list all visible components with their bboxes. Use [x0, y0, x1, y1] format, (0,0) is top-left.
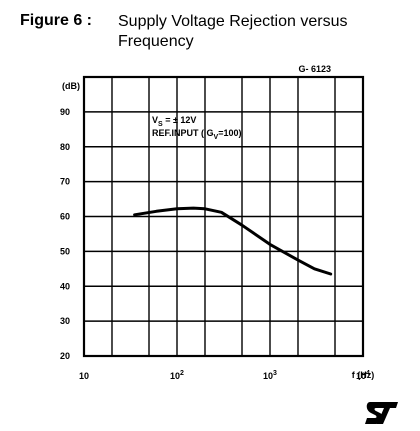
y-tick-label: 70 [60, 177, 70, 187]
anno-gv-value: =100) [218, 128, 241, 138]
x-axis-unit-label: f (Hz) [352, 370, 375, 380]
y-tick-label: 80 [60, 142, 70, 152]
y-tick-label: 30 [60, 316, 70, 326]
x-tick-base: 10 [79, 371, 89, 381]
anno-ref: REF.INPUT ( G [152, 128, 214, 138]
chart-grid [84, 77, 363, 356]
x-tick-exponent: 3 [273, 370, 277, 377]
plot-frame [82, 75, 365, 358]
x-tick-label: 10 [79, 371, 89, 381]
x-tick-base: 10 [263, 371, 273, 381]
figure-title: Supply Voltage Rejection versus Frequenc… [118, 13, 348, 50]
x-tick-base: 10 [356, 371, 366, 381]
x-tick-exponent: 2 [180, 370, 184, 377]
anno-vs: V [152, 115, 158, 125]
x-tick-base: 10 [170, 371, 180, 381]
svr-curve [133, 206, 333, 276]
y-tick-label: 40 [60, 281, 70, 291]
anno-gv-sub: V [214, 134, 219, 141]
y-tick-label: 20 [60, 351, 70, 361]
anno-vs-value: = ± 12V [163, 115, 197, 125]
svg-text:VS = ± 12V: VS = ± 12V [152, 115, 196, 128]
y-tick-label: 90 [60, 107, 70, 117]
y-tick-label: 60 [60, 212, 70, 222]
figure-code: G- 6123 [298, 64, 331, 74]
svg-text:REF.INPUT ( GV=100): REF.INPUT ( GV=100) [152, 128, 241, 141]
x-tick-label: 102 [170, 370, 184, 381]
conditions-annotation: VS = ± 12V REF.INPUT ( GV=100) [152, 115, 241, 141]
st-logo [365, 402, 398, 424]
figure-number: Figure 6 : [20, 12, 93, 29]
anno-vs-sub: S [158, 121, 163, 128]
y-axis-unit-label: (dB) [62, 81, 80, 91]
x-tick-exponent: 4 [366, 370, 370, 377]
x-tick-label: 104 [356, 370, 370, 381]
y-tick-label: 50 [60, 246, 70, 256]
x-tick-label: 103 [263, 370, 277, 381]
